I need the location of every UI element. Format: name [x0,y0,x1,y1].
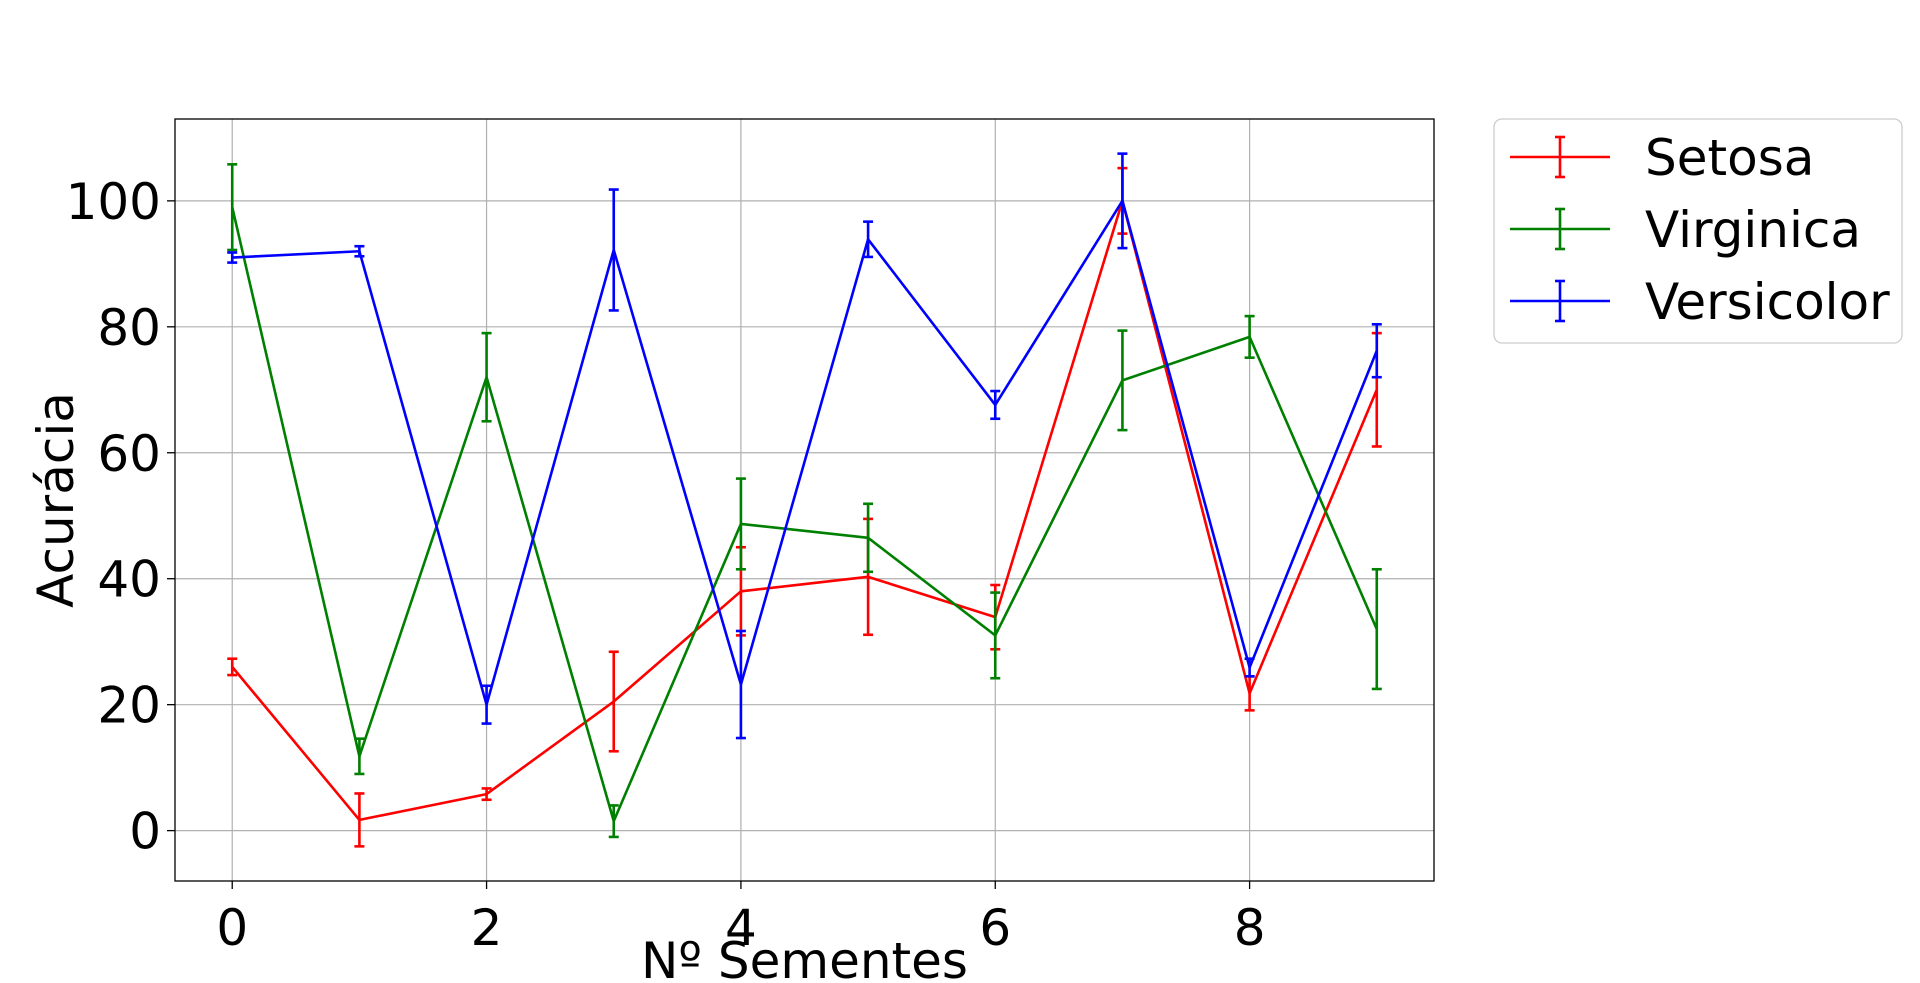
error-bar [1371,322,1382,379]
x-tick-label: 6 [979,899,1011,957]
x-axis-title: Nº Sementes [641,932,968,983]
error-bar [863,502,874,574]
y-tick-label: 20 [97,677,161,735]
error-bar [481,331,492,423]
series-line-virginica [230,206,1378,823]
legend: Setosa Virginica Versicolor [1493,118,1903,344]
error-bar [354,244,365,258]
error-bar [481,787,492,802]
error-bar [481,684,492,725]
plot-area-frame [174,118,1435,882]
error-bar [354,737,365,776]
x-tick-label: 8 [1234,899,1266,957]
y-tick-label: 0 [129,803,161,861]
series-line-versicolor [232,199,1378,706]
error-bar [990,591,1001,680]
grid-layer [175,119,1434,881]
error-bar [608,188,619,312]
series-line-setosa [231,199,1378,822]
legend-frame [1493,118,1903,344]
y-tick-label: 80 [97,299,161,357]
series-versicolor [227,152,1382,740]
legend-item-versicolor: Versicolor [1510,273,1890,331]
x-tick-label: 4 [725,899,757,957]
error-bar [735,629,746,740]
error-bar [863,220,874,259]
y-tick-label: 100 [66,173,161,231]
legend-item-setosa: Setosa [1510,129,1814,187]
error-bar [227,657,238,677]
legend-label: Virginica [1645,201,1861,259]
y-axis-title: Acurácia [27,392,85,608]
error-bar [608,650,619,753]
legend-label: Versicolor [1645,273,1890,331]
error-bar [1371,567,1382,691]
error-bar [227,251,238,264]
legend-label: Setosa [1645,129,1814,187]
axes-layer [174,118,1435,882]
series-virginica [227,163,1382,839]
error-bar [735,477,746,571]
error-bar [1244,657,1255,678]
x-tick-label: 2 [471,899,503,957]
legend-items: Setosa Virginica Versicolor [1510,129,1890,331]
legend-item-virginica: Virginica [1510,201,1861,259]
error-bar [1117,329,1128,432]
error-bar [990,389,1001,421]
series-setosa [227,166,1382,848]
series-layer [227,152,1382,848]
error-bar [608,804,619,839]
y-tick-label: 60 [97,425,161,483]
error-bar [227,163,238,252]
x-tick-label: 0 [216,899,248,957]
error-bar [1117,152,1128,250]
error-bar [354,792,365,848]
y-tick-label: 40 [97,551,161,609]
error-bar [1244,314,1255,359]
